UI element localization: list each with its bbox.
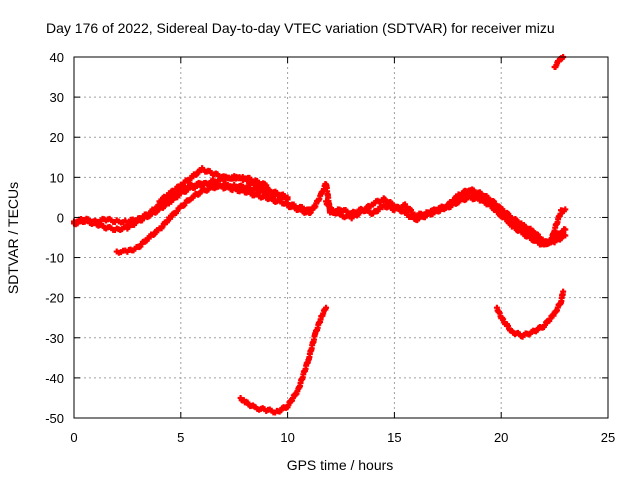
y-tick-label: -10 — [45, 251, 64, 266]
data-layer — [71, 54, 569, 416]
series-track-j — [551, 54, 567, 71]
data-point — [560, 288, 567, 295]
series-track-i — [493, 288, 567, 340]
y-tick-label: 10 — [50, 170, 64, 185]
series-track-c — [71, 173, 270, 233]
data-point — [323, 304, 330, 311]
series-track-g — [323, 186, 569, 247]
y-tick-label: 20 — [50, 130, 64, 145]
data-point — [263, 182, 270, 189]
series-track-d — [113, 181, 291, 256]
data-point — [284, 196, 291, 203]
grid — [74, 57, 608, 418]
data-point — [562, 206, 569, 213]
x-tick-label: 5 — [177, 430, 184, 445]
plot-frame — [73, 56, 609, 419]
y-tick-label: -20 — [45, 291, 64, 306]
x-axis-label: GPS time / hours — [287, 457, 394, 473]
y-axis-label: SDTVAR / TECUs — [5, 182, 21, 294]
y-tick-labels: -50 -40 -30 -20 -10 0 10 20 30 40 — [45, 50, 64, 426]
x-tick-labels: 0 5 10 15 20 25 — [70, 430, 615, 445]
x-tick-label: 25 — [601, 430, 615, 445]
series-track-h — [237, 304, 330, 416]
x-tick-label: 0 — [70, 430, 77, 445]
x-tick-label: 10 — [280, 430, 294, 445]
chart-title: Day 176 of 2022, Sidereal Day-to-day VTE… — [46, 20, 555, 36]
y-tick-label: -40 — [45, 371, 64, 386]
x-tick-label: 15 — [387, 430, 401, 445]
y-tick-label: 0 — [57, 210, 64, 225]
data-point — [562, 232, 569, 239]
y-tick-label: -50 — [45, 411, 64, 426]
y-tick-label: 30 — [50, 90, 64, 105]
y-tick-label: 40 — [50, 50, 64, 65]
y-tick-label: -30 — [45, 331, 64, 346]
ticks — [73, 56, 609, 419]
data-point — [562, 226, 569, 233]
x-tick-label: 20 — [494, 430, 508, 445]
